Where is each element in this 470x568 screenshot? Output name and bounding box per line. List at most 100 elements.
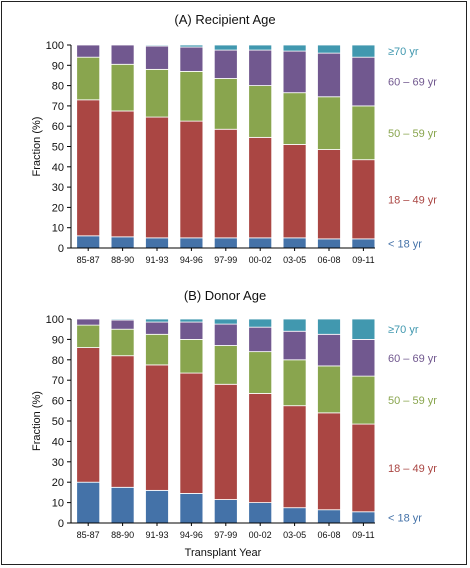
bar-segment (317, 238, 341, 249)
x-tick-label: 09-11 (352, 530, 374, 540)
bar-segment (213, 318, 238, 325)
y-tick-label: 90 (52, 334, 64, 346)
bar-segment (179, 318, 204, 323)
bar-segment (110, 44, 135, 65)
y-tick-label: 50 (52, 142, 64, 154)
bar-segment (145, 44, 169, 47)
y-tick-label: 30 (52, 182, 64, 194)
bar-segment (282, 359, 307, 407)
x-tick-label: 91-93 (145, 530, 168, 540)
bar-segment (110, 110, 135, 238)
legend-label: 60 – 69 yr (388, 353, 437, 365)
bar-segment (76, 481, 101, 524)
bar-segment (179, 120, 204, 239)
bar-segment (213, 44, 238, 51)
bar-segment (248, 393, 273, 503)
bar-segment (76, 324, 101, 348)
x-tick-label: 00-02 (249, 530, 272, 540)
y-tick-label: 40 (52, 436, 64, 448)
bar-segment (351, 318, 376, 340)
x-tick-label: 06-08 (317, 255, 340, 265)
bar-segment (317, 318, 341, 335)
chart-title: (B) Donor Age (184, 288, 266, 303)
bar-segment (351, 159, 376, 240)
bar-segment (282, 318, 307, 332)
bar-segment (110, 328, 135, 357)
legend-label: 18 – 49 yr (388, 194, 437, 206)
x-tick-label: 03-05 (283, 255, 306, 265)
bar-segment (76, 235, 101, 249)
y-tick-label: 30 (52, 457, 64, 469)
bar-segment (213, 323, 238, 346)
bar-segment (351, 423, 376, 513)
bar-segment (76, 44, 101, 58)
bar-segment (317, 412, 341, 511)
bar-segment (351, 44, 376, 58)
bar-segment (351, 238, 376, 249)
x-tick-label: 94-96 (180, 530, 203, 540)
bar-segment (317, 509, 341, 524)
bar-segment (179, 321, 204, 340)
y-tick-label: 70 (52, 375, 64, 387)
bar-segment (282, 92, 307, 145)
x-tick-label: 03-05 (283, 530, 306, 540)
bar-segment (248, 502, 273, 524)
bar-segment (282, 50, 307, 94)
bar-segment (179, 46, 204, 72)
chart-title: (A) Recipient Age (174, 12, 275, 27)
x-axis-label: Transplant Year (185, 547, 262, 559)
x-tick-label: 06-08 (317, 530, 340, 540)
y-tick-label: 0 (58, 518, 64, 530)
bar-segment (317, 365, 341, 414)
bar-segment (110, 319, 135, 330)
chart-panel-0: (A) Recipient Age Fraction (%) 0 10 20 30 40 50… (31, 12, 437, 265)
y-axis-label: Fraction (%) (31, 117, 43, 177)
y-tick-label: 0 (58, 243, 64, 255)
x-tick-label: 97-99 (214, 530, 237, 540)
legend-label: 18 – 49 yr (388, 463, 437, 475)
legend-label: 60 – 69 yr (388, 77, 437, 89)
bar-segment (145, 333, 169, 366)
bar-segment (213, 237, 238, 249)
bar-segment (145, 68, 169, 118)
legend-label: < 18 yr (388, 238, 422, 250)
y-tick-label: 100 (46, 40, 64, 52)
bar-segment (351, 511, 376, 524)
bar-segment (282, 330, 307, 361)
x-tick-label: 00-02 (249, 255, 272, 265)
x-tick-label: 88-90 (111, 530, 134, 540)
x-tick-label: 09-11 (352, 255, 374, 265)
bar-segment (248, 44, 273, 51)
y-tick-label: 10 (52, 223, 64, 235)
bar-segment (317, 96, 341, 150)
y-tick-label: 60 (52, 396, 64, 408)
bar-segment (317, 149, 341, 240)
y-tick-label: 10 (52, 498, 64, 510)
bar-segment (317, 44, 341, 54)
bar-segment (351, 105, 376, 161)
legend-label: < 18 yr (388, 512, 422, 524)
bar-segment (145, 318, 169, 323)
x-tick-label: 85-87 (77, 530, 100, 540)
bar-segment (145, 321, 169, 335)
chart-panel-1: (B) Donor Age Fraction (%) 0 10 20 30 40 50 60 70… (31, 288, 437, 559)
bar-segment (110, 486, 135, 524)
y-tick-label: 50 (52, 416, 64, 428)
y-tick-label: 40 (52, 162, 64, 174)
bar-segment (179, 44, 204, 48)
bar-segment (145, 489, 169, 524)
x-tick-label: 94-96 (180, 255, 203, 265)
bar-segment (248, 49, 273, 87)
bar-segment (213, 128, 238, 239)
bar-segment (145, 45, 169, 70)
y-tick-label: 90 (52, 60, 64, 72)
bar-segment (282, 405, 307, 509)
bar-segment (248, 136, 273, 239)
bar-segment (179, 338, 204, 374)
bar-segment (282, 507, 307, 524)
bar-segment (248, 326, 273, 353)
y-tick-label: 60 (52, 121, 64, 133)
legend-label: ≥70 yr (388, 324, 419, 336)
bar-segment (317, 333, 341, 367)
